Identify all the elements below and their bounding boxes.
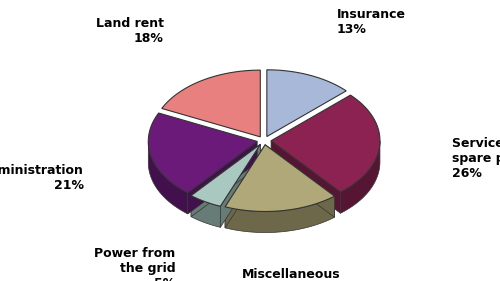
Polygon shape [225,196,334,233]
Text: Miscellaneous
17%: Miscellaneous 17% [242,268,340,281]
Polygon shape [191,196,220,227]
Text: Land rent
18%: Land rent 18% [96,17,164,45]
Text: Administration
21%: Administration 21% [0,164,84,192]
Polygon shape [225,145,334,212]
Polygon shape [162,70,260,137]
Polygon shape [225,145,265,228]
Polygon shape [188,141,257,214]
Polygon shape [271,141,340,213]
Polygon shape [148,142,188,214]
Polygon shape [271,95,380,192]
Polygon shape [265,145,334,217]
Polygon shape [267,70,346,137]
Polygon shape [148,113,257,193]
Polygon shape [191,144,260,206]
Polygon shape [340,141,380,213]
Polygon shape [220,144,260,227]
Text: Power from
the grid
5%: Power from the grid 5% [94,246,176,281]
Polygon shape [191,144,260,217]
Text: Insurance
13%: Insurance 13% [336,8,406,36]
Text: Service and
spare parts
26%: Service and spare parts 26% [452,137,500,180]
